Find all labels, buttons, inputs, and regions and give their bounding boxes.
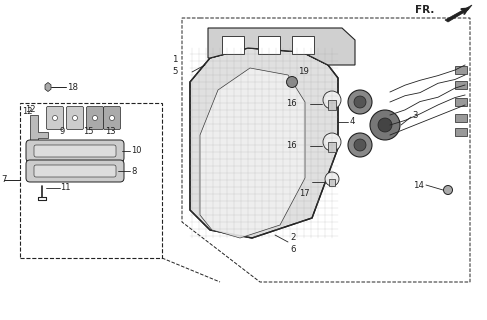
Text: 4: 4 <box>350 117 356 126</box>
Text: 2: 2 <box>290 234 296 243</box>
Circle shape <box>93 116 97 121</box>
FancyBboxPatch shape <box>46 107 63 130</box>
Polygon shape <box>200 68 305 238</box>
Polygon shape <box>30 115 48 140</box>
Text: 13: 13 <box>105 127 115 137</box>
Circle shape <box>370 110 400 140</box>
Text: 18: 18 <box>67 83 78 92</box>
Text: 16: 16 <box>286 100 297 108</box>
Circle shape <box>348 133 372 157</box>
Bar <box>328 142 336 152</box>
Text: 5: 5 <box>172 68 178 76</box>
Bar <box>455 114 467 122</box>
Circle shape <box>53 116 57 121</box>
FancyBboxPatch shape <box>26 160 124 182</box>
Text: 12: 12 <box>25 106 36 115</box>
Bar <box>258 36 280 54</box>
Text: 19: 19 <box>298 68 309 76</box>
FancyBboxPatch shape <box>26 140 124 162</box>
Circle shape <box>73 116 77 121</box>
Text: 3: 3 <box>412 111 417 121</box>
Polygon shape <box>45 83 51 92</box>
Circle shape <box>354 139 366 151</box>
Bar <box>455 128 467 136</box>
Bar <box>455 66 467 74</box>
Circle shape <box>323 133 341 151</box>
FancyBboxPatch shape <box>67 107 83 130</box>
FancyBboxPatch shape <box>87 107 104 130</box>
Circle shape <box>325 172 339 186</box>
Bar <box>292 36 314 54</box>
Bar <box>455 81 467 89</box>
Bar <box>455 98 467 106</box>
Circle shape <box>354 96 366 108</box>
Polygon shape <box>445 5 472 22</box>
Text: 16: 16 <box>286 141 297 150</box>
Text: 7: 7 <box>1 175 6 185</box>
Text: 11: 11 <box>60 183 71 193</box>
Polygon shape <box>208 28 355 65</box>
Text: 14: 14 <box>413 180 424 189</box>
Text: 17: 17 <box>300 188 310 197</box>
Circle shape <box>286 76 298 87</box>
Text: 10: 10 <box>131 147 142 156</box>
Polygon shape <box>190 48 338 238</box>
Circle shape <box>323 91 341 109</box>
Bar <box>329 179 335 186</box>
Text: 9: 9 <box>59 127 65 137</box>
Text: 1: 1 <box>172 55 178 65</box>
Bar <box>328 100 336 110</box>
Circle shape <box>110 116 114 121</box>
Bar <box>222 36 244 54</box>
FancyBboxPatch shape <box>34 165 116 177</box>
FancyBboxPatch shape <box>34 145 116 157</box>
Text: 6: 6 <box>290 245 296 254</box>
Circle shape <box>348 90 372 114</box>
Circle shape <box>378 118 392 132</box>
Text: FR.: FR. <box>415 5 434 15</box>
Text: 12: 12 <box>22 108 33 116</box>
Bar <box>20 103 162 258</box>
Text: 15: 15 <box>83 127 93 137</box>
Circle shape <box>444 186 452 195</box>
Text: 8: 8 <box>131 166 136 175</box>
FancyBboxPatch shape <box>104 107 120 130</box>
